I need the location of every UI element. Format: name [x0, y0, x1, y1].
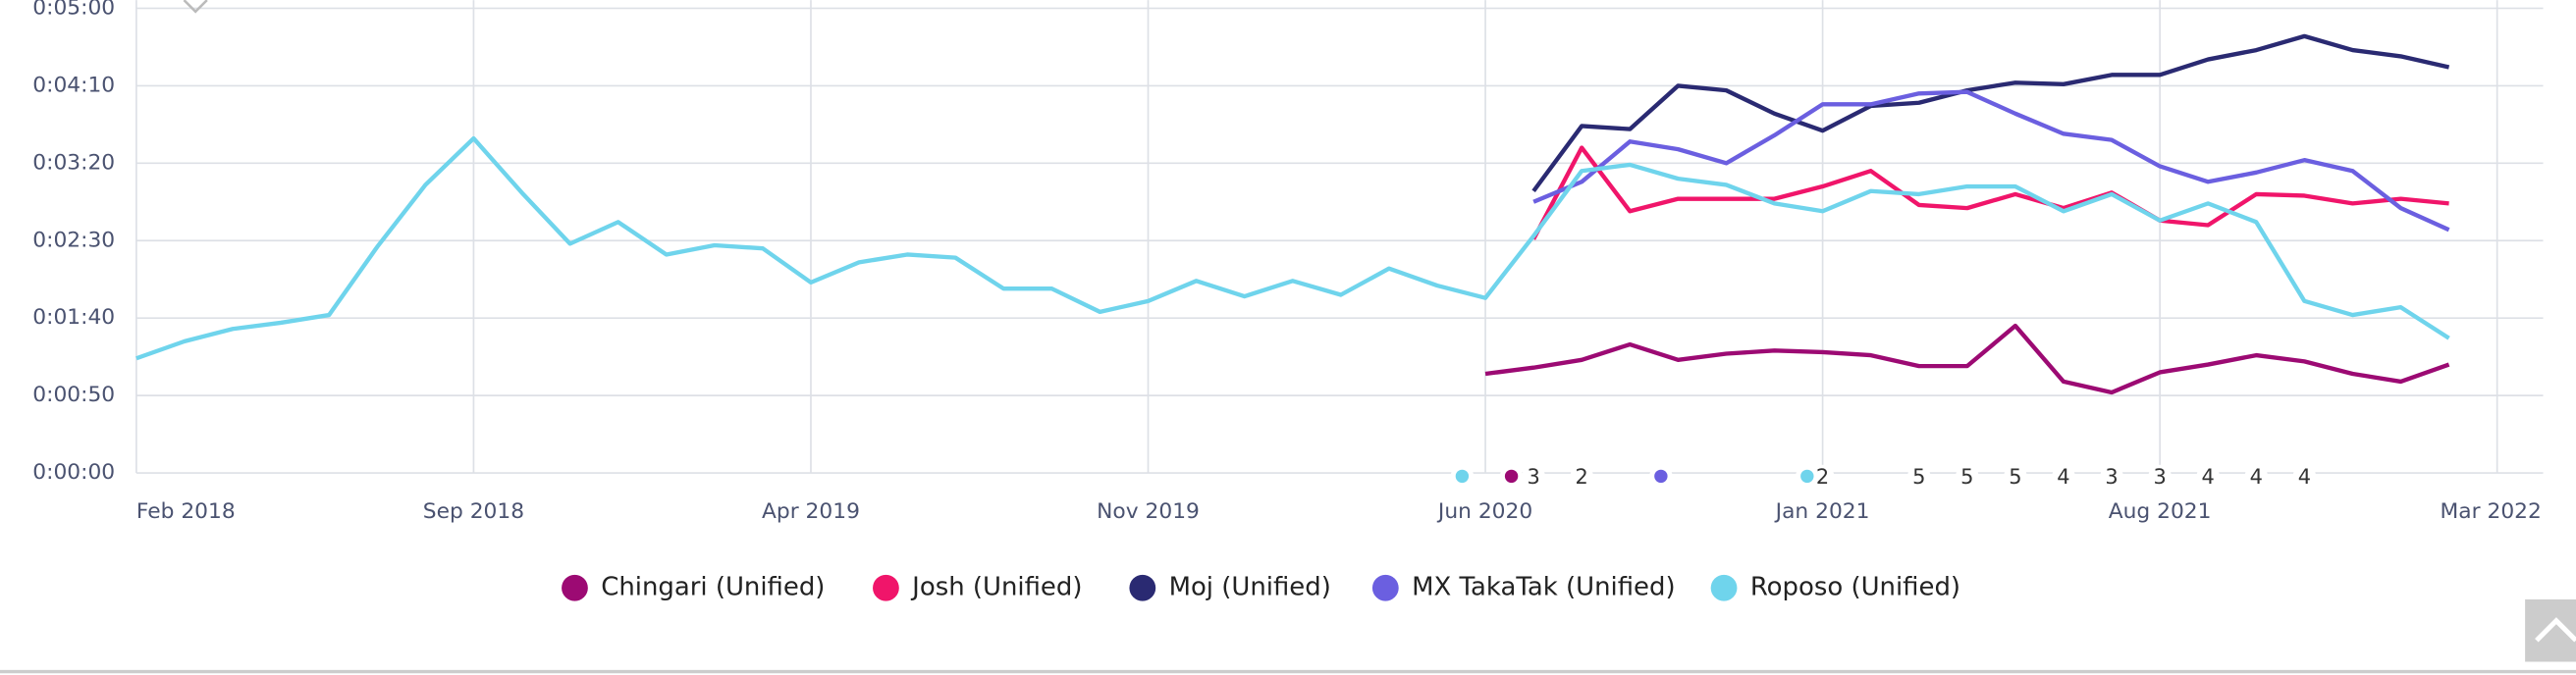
- legend-label: Josh (Unified): [910, 573, 1082, 602]
- event-dot: [1800, 469, 1814, 484]
- event-bg: [2292, 464, 2317, 489]
- legend-label: Chingari (Unified): [601, 573, 825, 602]
- event-bg: [2100, 464, 2123, 489]
- x-tick-label: Mar 2022: [2441, 499, 2542, 524]
- event-label: 4: [2057, 465, 2069, 489]
- plot: 0:00:00 0:00:50 0:01:40 0:02:30 0:03:20 0:04:…: [32, 0, 2544, 602]
- event-bg: [2244, 464, 2269, 489]
- event-bg: [1570, 464, 1593, 489]
- x-tick-label: Aug 2021: [2109, 499, 2212, 524]
- event-label: 5: [1960, 465, 1973, 489]
- event-label: 3: [1527, 465, 1539, 489]
- y-tick-label: 0:04:10: [32, 73, 115, 97]
- event-label: 4: [2298, 465, 2311, 489]
- event-bg: [2196, 464, 2220, 489]
- series-line: [135, 135, 2450, 361]
- event-label: 2: [1816, 465, 1829, 489]
- legend-label: Moj (Unified): [1169, 573, 1331, 602]
- x-tick-label: Sep 2018: [423, 499, 524, 524]
- legend-swatch: [1129, 574, 1156, 601]
- event-dot: [1504, 469, 1519, 484]
- event-label: 3: [2153, 465, 2166, 489]
- event-label: 5: [2009, 465, 2021, 489]
- event-bg: [1956, 464, 1979, 489]
- legend-swatch: [1371, 574, 1399, 601]
- series-line: [1531, 145, 2449, 240]
- event-label: 4: [2250, 465, 2263, 489]
- y-tick-label: 0:05:00: [32, 0, 115, 20]
- marker-icon: [183, 0, 208, 14]
- series-line: [1484, 323, 2450, 395]
- event-label: 4: [2202, 465, 2215, 489]
- legend-swatch: [873, 574, 899, 601]
- x-tick-label: Jun 2020: [1436, 499, 1532, 524]
- legend-swatch: [1710, 574, 1738, 601]
- legend-label: Roposo (Unified): [1750, 573, 1960, 602]
- scroll-top-icon: [2535, 617, 2576, 643]
- y-tick-label: 0:01:40: [32, 305, 115, 330]
- event-label: 5: [1912, 465, 1925, 489]
- x-tick-label: Feb 2018: [136, 499, 236, 524]
- event-label: 3: [2105, 465, 2118, 489]
- event-bg: [2052, 464, 2075, 489]
- x-tick-label: Jan 2021: [1774, 499, 1870, 524]
- series-line: [1531, 33, 2450, 193]
- legend-swatch: [562, 574, 588, 601]
- y-tick-label: 0:00:50: [32, 383, 115, 407]
- event-bg: [2148, 464, 2172, 489]
- series-line: [1532, 89, 2450, 233]
- event-label: 2: [1576, 465, 1588, 489]
- event-bg: [1522, 464, 1545, 489]
- x-tick-label: Apr 2019: [762, 499, 860, 524]
- y-tick-label: 0:00:00: [32, 460, 115, 485]
- y-tick-label: 0:03:20: [32, 150, 115, 175]
- event-bg: [1907, 464, 1931, 489]
- legend-label: MX TakaTak (Unified): [1412, 573, 1675, 602]
- y-tick-label: 0:02:30: [32, 228, 115, 252]
- x-tick-label: Nov 2019: [1097, 499, 1200, 524]
- event-dot: [1455, 469, 1470, 484]
- event-bg: [2004, 464, 2027, 489]
- event-dot: [1654, 469, 1668, 484]
